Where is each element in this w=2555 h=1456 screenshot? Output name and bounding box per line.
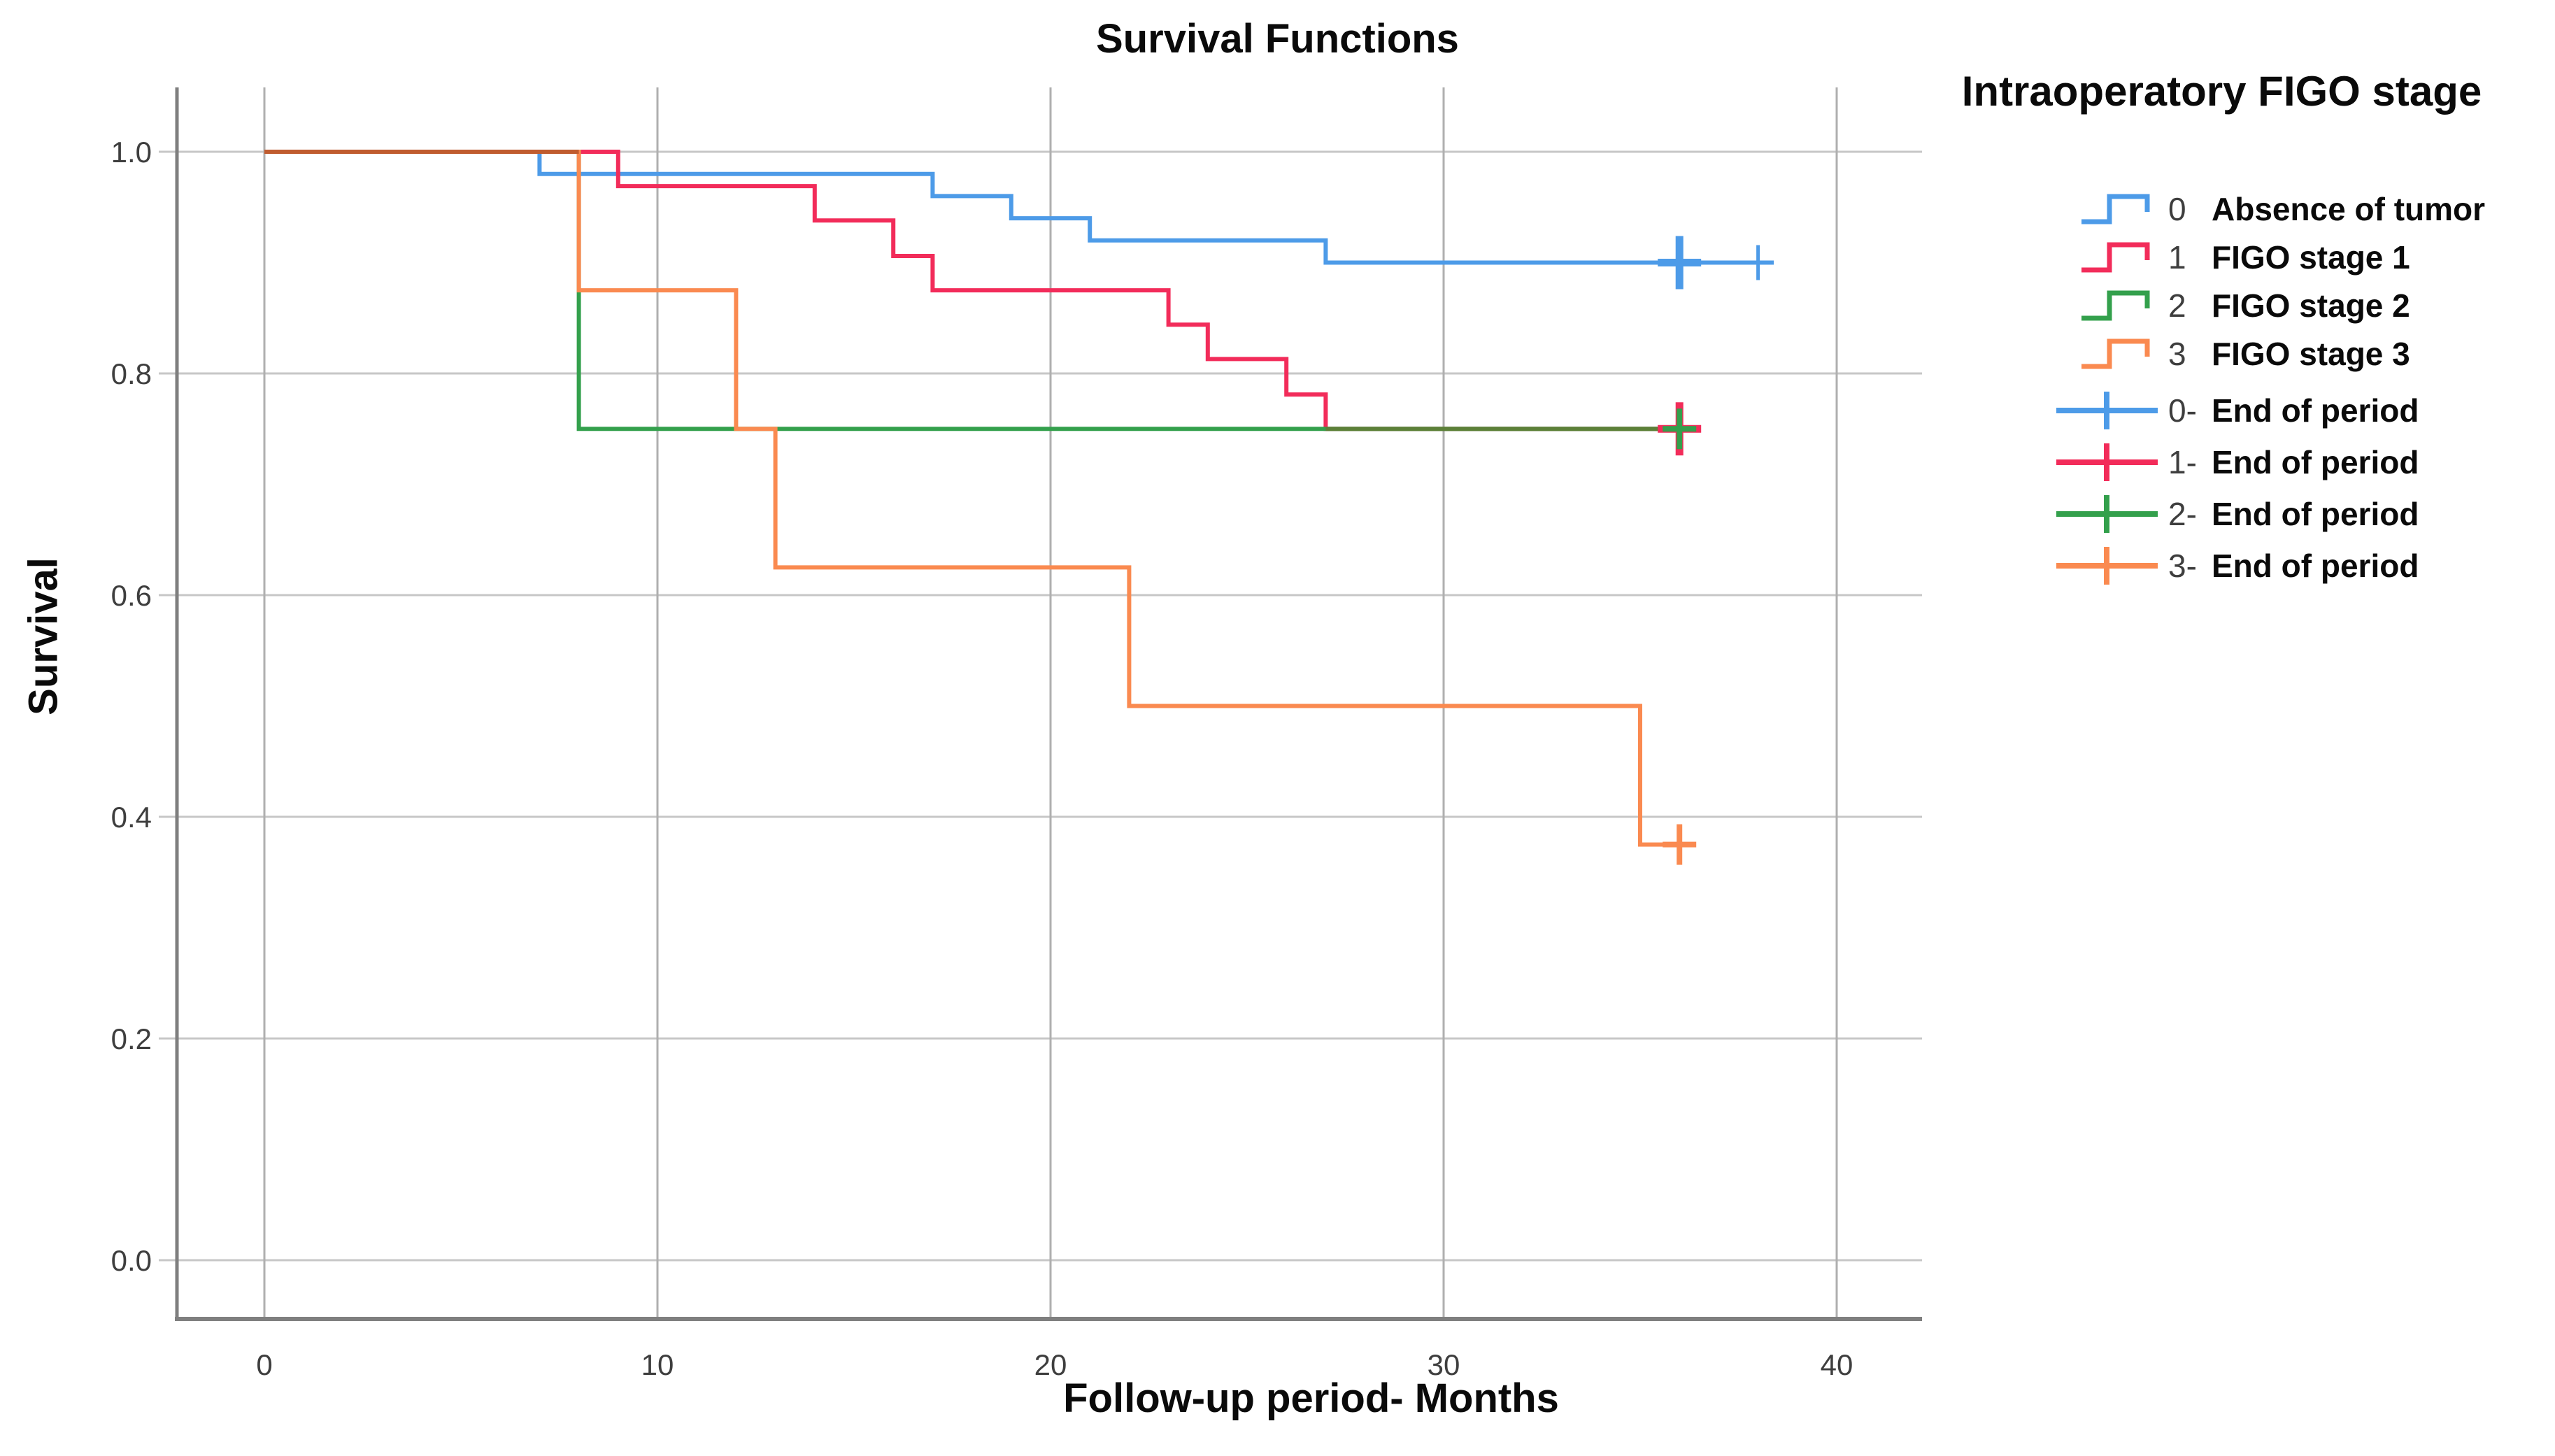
y-tick-label: 0.6 — [111, 579, 152, 612]
legend-item-label: Absence of tumor — [2212, 190, 2486, 227]
y-tick-label: 0.2 — [111, 1022, 152, 1055]
x-tick-label: 30 — [1428, 1348, 1460, 1381]
legend-item-1-figo-stage-1: 1 FIGO stage 1 — [2039, 233, 2555, 281]
censor-plus-icon — [2039, 441, 2161, 484]
legend-item-label: End of period — [2212, 392, 2419, 429]
series-line-0-absence-of-tumor — [264, 150, 1774, 265]
survival-step-icon — [2039, 333, 2161, 375]
legend-item-1-end-of-period: 1- End of period — [2039, 436, 2555, 488]
legend-item-number: 3 — [2168, 335, 2186, 372]
legend-item-label: End of period — [2212, 496, 2419, 532]
legend: 0 Absence of tumor 1 FIGO stage 1 2 FIGO stag… — [2039, 185, 2555, 592]
y-tick-label: 0.8 — [111, 357, 152, 390]
legend-item-number: 3- — [2168, 548, 2197, 584]
legend-item-number: 1 — [2168, 238, 2186, 276]
legend-item-3-figo-stage-3: 3 FIGO stage 3 — [2039, 329, 2555, 378]
censor-plus-icon — [2039, 389, 2161, 432]
legend-item-number: 0- — [2168, 392, 2197, 429]
legend-item-2-figo-stage-2: 2 FIGO stage 2 — [2039, 281, 2555, 329]
x-tick-label: 10 — [641, 1348, 674, 1381]
legend-item-number: 2 — [2168, 287, 2186, 324]
survival-step-icon — [2039, 236, 2161, 278]
legend-item-label: End of period — [2212, 444, 2419, 480]
x-tick-label: 40 — [1821, 1348, 1853, 1381]
legend-item-2-end-of-period: 2- End of period — [2039, 488, 2555, 540]
legend-item-number: 2- — [2168, 496, 2197, 532]
legend-item-0-end-of-period: 0- End of period — [2039, 385, 2555, 436]
x-tick-label: 20 — [1034, 1348, 1067, 1381]
censor-plus-icon — [2039, 544, 2161, 587]
legend-item-0-absence-of-tumor: 0 Absence of tumor — [2039, 185, 2555, 233]
legend-item-3-end-of-period: 3- End of period — [2039, 540, 2555, 592]
series-line-1-figo-stage-1 — [264, 150, 1695, 431]
legend-item-number: 1- — [2168, 444, 2197, 480]
legend-item-label: FIGO stage 1 — [2212, 238, 2410, 276]
legend-item-label: FIGO stage 3 — [2212, 335, 2410, 372]
survival-step-icon — [2039, 188, 2161, 230]
x-tick-label: 0 — [256, 1348, 272, 1381]
legend-item-label: End of period — [2212, 548, 2419, 584]
censor-plus-icon — [2039, 492, 2161, 536]
y-tick-label: 1.0 — [111, 136, 152, 169]
x-axis-title: Follow-up period- Months — [1063, 1376, 1559, 1421]
series-line-3-figo-stage-3 — [264, 150, 1692, 847]
y-tick-label: 0.0 — [111, 1244, 152, 1277]
legend-item-label: FIGO stage 2 — [2212, 287, 2410, 324]
y-tick-label: 0.4 — [111, 801, 152, 834]
chart-title: Survival Functions — [1096, 16, 1459, 62]
legend-title: Intraoperatory FIGO stage — [1961, 68, 2482, 115]
y-axis-title: Survival — [20, 557, 66, 715]
survival-step-icon — [2039, 285, 2161, 327]
legend-item-number: 0 — [2168, 190, 2186, 227]
